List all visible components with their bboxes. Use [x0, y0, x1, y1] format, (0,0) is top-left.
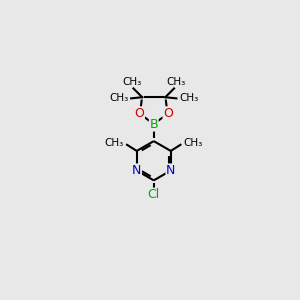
- Text: N: N: [132, 164, 141, 177]
- Text: O: O: [134, 107, 144, 120]
- Text: CH₃: CH₃: [179, 93, 198, 103]
- Text: B: B: [149, 118, 158, 131]
- Text: N: N: [166, 164, 176, 177]
- Text: CH₃: CH₃: [105, 138, 124, 148]
- Text: O: O: [163, 107, 173, 120]
- Text: CH₃: CH₃: [109, 93, 129, 103]
- Text: CH₃: CH₃: [184, 138, 203, 148]
- Text: CH₃: CH₃: [122, 76, 141, 87]
- Text: Cl: Cl: [148, 188, 160, 201]
- Text: CH₃: CH₃: [166, 76, 186, 87]
